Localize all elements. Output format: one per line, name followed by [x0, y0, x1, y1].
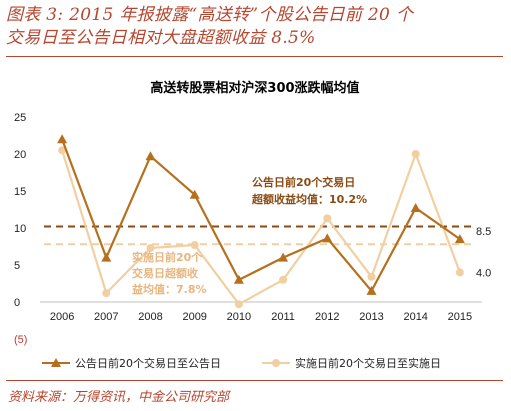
- x-tick-label: 2014: [403, 311, 427, 323]
- series2-point: [367, 272, 376, 281]
- series2-point: [279, 275, 288, 284]
- series1-point: [189, 189, 200, 199]
- avg2-annotation-line2: 交易日超额收: [132, 266, 198, 280]
- end-label-series1: 8.5: [476, 226, 491, 238]
- series1-point: [366, 285, 377, 295]
- y-tick-label: 5: [14, 260, 20, 272]
- series2-point: [146, 243, 155, 252]
- series-line-2: [61, 149, 461, 306]
- series2-point: [190, 241, 199, 250]
- series1-point: [101, 252, 112, 262]
- legend-series2-label: 实施日前20个交易日至实施日: [295, 356, 441, 370]
- figure-title: 图表 3: 2015 年报披露“高送转”个股公告日前 20 个 交易日至公告日相…: [6, 4, 506, 50]
- y-tick-label: 25: [14, 112, 26, 124]
- source-divider: [6, 380, 503, 381]
- y-tick-label: 20: [14, 149, 26, 161]
- series1-point: [454, 234, 465, 244]
- figure-title-line2: 交易日至公告日相对大盘超额收益 8.5%: [6, 28, 316, 48]
- avg1-annotation-line2: 超额收益均值：10.2%: [251, 192, 367, 206]
- legend-series1-label: 公告日前20个交易日至公告日: [75, 356, 221, 370]
- series2-point: [234, 300, 243, 309]
- series1-point: [410, 203, 421, 213]
- y-tick-label: 15: [14, 186, 26, 198]
- x-tick-label: 2009: [182, 311, 206, 323]
- legend-series2-marker: [272, 359, 280, 367]
- series1-point: [322, 233, 333, 243]
- series-line-1: [61, 138, 461, 292]
- y-tick-label: 0: [14, 297, 20, 309]
- x-tick-label: 2015: [448, 311, 472, 323]
- figure-title-line1: 图表 3: 2015 年报披露“高送转”个股公告日前 20 个: [6, 5, 414, 25]
- x-tick-label: 2006: [50, 311, 74, 323]
- legend-series1-marker: [51, 358, 61, 367]
- source-note: 资料来源：万得资讯，中金公司研究部: [8, 390, 230, 405]
- series1-point: [278, 252, 289, 262]
- series2-point: [102, 289, 111, 298]
- series1-point: [57, 134, 68, 144]
- chart-title: 高送转股票相对沪深300涨跌幅均值: [150, 80, 359, 96]
- avg2-annotation-line1: 实施日前20个: [132, 250, 203, 264]
- y-tick-label: 10: [14, 223, 26, 235]
- series1-point: [145, 151, 156, 161]
- series2-point: [455, 268, 464, 277]
- avg2-annotation-line3: 益均值：7.8%: [132, 282, 207, 296]
- series2-point: [323, 214, 332, 223]
- x-tick-label: 2008: [138, 311, 162, 323]
- series1-point: [233, 274, 244, 284]
- x-tick-label: 2007: [94, 311, 118, 323]
- x-tick-label: 2012: [315, 311, 339, 323]
- x-tick-label: 2011: [271, 311, 295, 323]
- title-divider: [6, 56, 503, 57]
- series2-point: [58, 146, 67, 155]
- series2-point: [411, 150, 420, 158]
- x-tick-label: 2013: [359, 311, 383, 323]
- avg1-annotation-line1: 公告日前20个交易日: [252, 175, 355, 189]
- y-tick-label: (5): [14, 334, 27, 346]
- x-tick-label: 2010: [227, 311, 251, 323]
- end-label-series2: 4.0: [476, 267, 491, 279]
